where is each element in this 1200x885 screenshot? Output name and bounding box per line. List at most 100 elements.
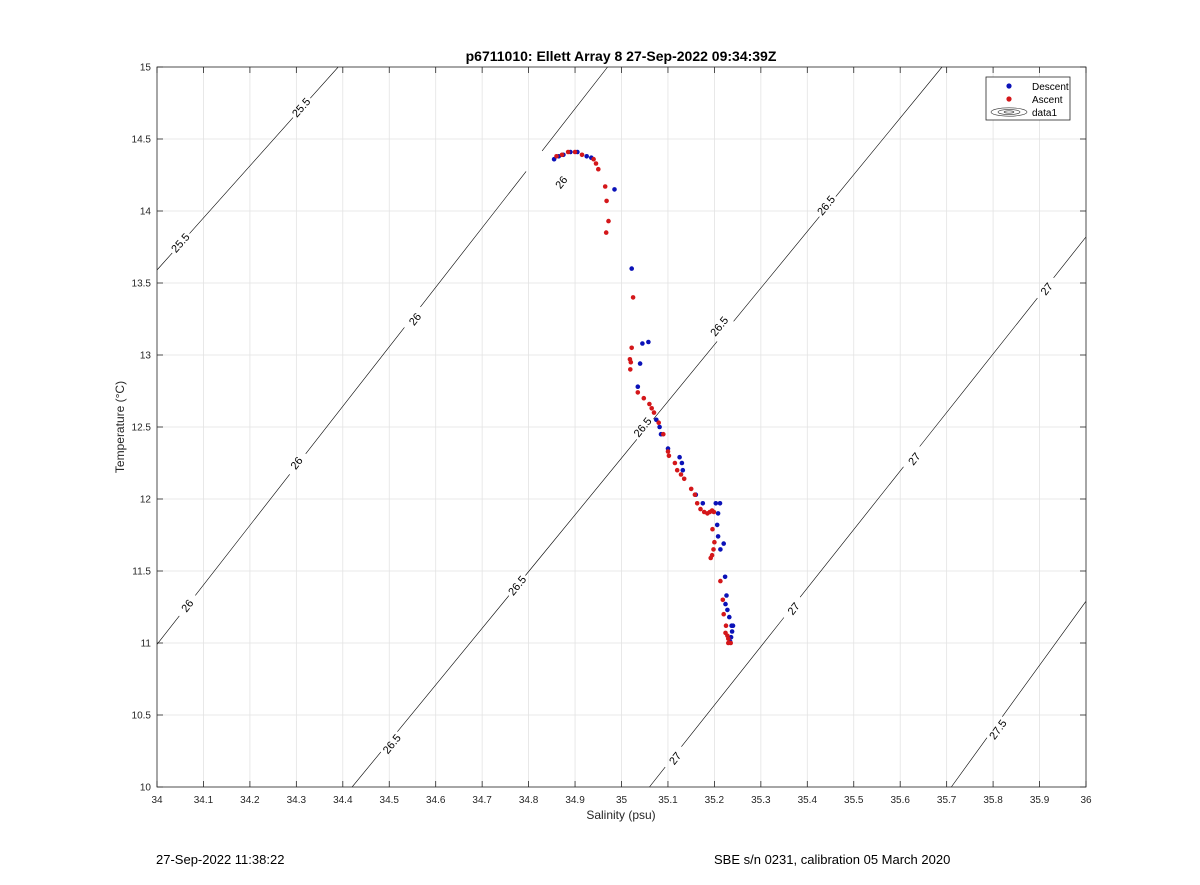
descent-point (718, 547, 723, 552)
ascent-point (718, 578, 723, 584)
ascent-point (651, 410, 657, 415)
descent-point (713, 501, 719, 506)
ascent-point (665, 449, 671, 454)
ascent-point (710, 526, 715, 532)
contour-label: 26 (179, 598, 196, 615)
x-tick-label: 34.1 (194, 795, 214, 806)
ascent-point (604, 198, 609, 204)
footer-timestamp: 27-Sep-2022 11:38:22 (156, 852, 285, 867)
x-tick-label: 35.5 (844, 795, 864, 806)
x-tick-label: 34.5 (380, 795, 400, 806)
ascent-point (692, 492, 698, 498)
contour-line-27 (649, 236, 1086, 787)
chart-title: p6711010: Ellett Array 8 27-Sep-2022 09:… (466, 48, 777, 64)
ascent-point (606, 218, 611, 224)
contour-label: 27 (1039, 281, 1056, 298)
descent-point (715, 534, 721, 539)
descent-point (584, 154, 589, 159)
ascent-point (726, 636, 731, 641)
descent-point (717, 501, 723, 506)
contour-label: 27 (906, 451, 923, 468)
descent-point (714, 522, 720, 528)
legend-label-ascent: Ascent (1032, 95, 1063, 106)
data-points (551, 149, 736, 646)
x-tick-label: 35.7 (937, 795, 957, 806)
footer-instrument-info: SBE s/n 0231, calibration 05 March 2020 (714, 852, 951, 867)
x-tick-label: 35.4 (798, 795, 818, 806)
ascent-point (641, 395, 647, 401)
descent-point (730, 623, 736, 628)
contour-label: 26 (289, 455, 306, 472)
legend-box (985, 76, 1071, 121)
descent-point (725, 607, 730, 613)
x-tick-label: 35.2 (705, 795, 725, 806)
x-tick-label: 34.7 (472, 795, 492, 806)
x-tick-label: 34.6 (426, 795, 446, 806)
legend-marker-ascent (1006, 96, 1012, 102)
descent-point (700, 501, 706, 506)
ascent-point (572, 149, 578, 155)
descent-point (657, 424, 662, 430)
x-tick-label: 35.3 (751, 795, 771, 806)
ascent-point (661, 431, 666, 437)
descent-point (723, 601, 728, 607)
ascent-point (721, 611, 726, 617)
y-tick-label: 15 (140, 63, 152, 74)
ascent-point (711, 509, 717, 515)
y-tick-label: 10.5 (132, 711, 152, 722)
ascent-point (593, 161, 599, 166)
ascent-point (708, 555, 713, 561)
legend-label-data1: data1 (1032, 108, 1057, 119)
contour-label: 26 (407, 311, 424, 328)
y-tick-label: 13 (140, 351, 152, 362)
descent-point (677, 454, 682, 460)
ascent-point (720, 597, 726, 603)
ascent-point (602, 184, 608, 189)
x-tick-label: 36 (1080, 795, 1092, 806)
descent-point (640, 341, 645, 346)
ascent-point (579, 152, 585, 158)
contour-label: 27 (667, 750, 684, 767)
x-tick-label: 35.6 (890, 795, 910, 806)
x-tick-label: 35.1 (658, 795, 678, 806)
grid-lines (156, 66, 1087, 788)
ascent-point (723, 623, 729, 628)
contour-line-27-5 (951, 601, 1086, 787)
x-tick-label: 35 (616, 795, 628, 806)
ascent-point (678, 472, 684, 477)
descent-point (637, 361, 643, 366)
ascent-point (603, 230, 609, 235)
x-tick-label: 34.4 (333, 795, 353, 806)
legend: Descent Ascent data1 (985, 76, 1071, 121)
ascent-point (674, 467, 680, 473)
ascent-point (649, 406, 654, 411)
density-contours (157, 67, 1086, 787)
descent-point (727, 614, 732, 620)
ascent-point (688, 486, 694, 492)
axis-ticks (156, 66, 1087, 788)
descent-point (715, 511, 721, 516)
x-tick-label: 35.9 (1030, 795, 1050, 806)
descent-point (724, 593, 729, 598)
ascent-point (630, 295, 636, 300)
ascent-point (628, 367, 633, 372)
y-tick-label: 14.5 (132, 135, 152, 146)
ascent-point (628, 359, 634, 365)
ascent-point (635, 390, 641, 395)
descent-point (646, 339, 651, 345)
ascent-point (629, 345, 634, 351)
x-tick-label: 34.2 (240, 795, 260, 806)
legend-marker-descent (1006, 83, 1012, 89)
ascent-point (681, 476, 687, 482)
y-tick-labels: 10 10.5 11 11.5 12 12.5 13 13.5 14 14.5 15 (132, 63, 152, 794)
descent-point (679, 460, 685, 466)
ascent-point (559, 152, 565, 158)
x-tick-label: 35.8 (983, 795, 1003, 806)
y-tick-label: 13.5 (132, 279, 152, 290)
contour-label: 27 (786, 601, 803, 618)
legend-contour-icon (990, 107, 1028, 117)
ascent-point (712, 539, 717, 545)
ascent-point (694, 501, 700, 506)
descent-point (729, 629, 735, 634)
